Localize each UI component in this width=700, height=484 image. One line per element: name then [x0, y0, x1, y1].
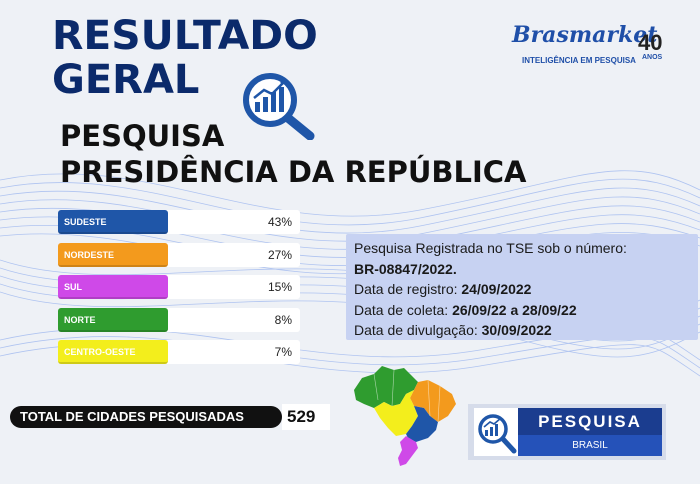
badge-title: PESQUISA: [518, 408, 662, 435]
map-norte: [354, 366, 418, 408]
region-percent: 15%: [267, 280, 292, 294]
region-row-sudeste: SUDESTE 43%: [58, 210, 300, 234]
registration-number: BR-08847/2022.: [354, 260, 457, 277]
region-bar: SUDESTE: [58, 210, 168, 234]
registro-label: Data de registro:: [354, 281, 462, 297]
badge-chart-magnifier-icon: [478, 414, 517, 454]
region-name: CENTRO-OESTE: [64, 347, 136, 357]
region-row-sul: SUL 15%: [58, 275, 300, 299]
brand-name: Brasmarket: [512, 22, 658, 48]
region-percent: 43%: [267, 215, 292, 229]
brazil-regions-map: [354, 366, 456, 466]
region-row-norte: NORTE 8%: [58, 307, 300, 332]
tse-registration-box: Pesquisa Registrada no TSE sob o número:…: [346, 234, 698, 340]
registro-date: 24/09/2022: [461, 281, 532, 297]
region-name: SUDESTE: [64, 217, 107, 227]
chart-magnifier-icon: [243, 73, 315, 140]
region-name: NORDESTE: [64, 249, 115, 260]
coleta-label: Data de coleta:: [354, 301, 453, 318]
region-percent: 8%: [274, 312, 292, 327]
brand-tagline: INTELIGÊNCIA EM PESQUISA: [522, 56, 636, 65]
region-breakdown: SUDESTE 43% NORDESTE 27% SUL 15% NORTE 8…: [58, 210, 300, 373]
region-percent: 7%: [274, 345, 292, 359]
region-bar: SUL: [58, 275, 168, 299]
region-bar: NORDESTE: [58, 242, 168, 267]
region-percent: 27%: [267, 247, 292, 262]
map-centro-oeste: [374, 390, 418, 436]
brand-years-label: ANOS: [642, 54, 663, 61]
brasmarket-logo: Brasmarket 40 INTELIGÊNCIA EM PESQUISA A…: [512, 22, 672, 72]
divulgacao-label: Data de divulgação:: [354, 322, 482, 338]
subtitle-line-2: PRESIDÊNCIA DA REPÚBLICA: [60, 155, 527, 189]
region-bar: NORTE: [58, 307, 168, 332]
total-cities-value: 529: [282, 404, 330, 430]
region-name: SUL: [64, 282, 82, 292]
badge-subtitle: BRASIL: [518, 435, 662, 456]
total-cities-label: TOTAL DE CIDADES PESQUISADAS: [10, 406, 282, 428]
pesquisa-brasil-badge: PESQUISA BRASIL: [468, 404, 666, 460]
main-title: RESULTADO GERAL: [52, 14, 318, 103]
region-name: NORTE: [64, 314, 96, 325]
map-sul: [398, 436, 418, 466]
region-row-nordeste: NORDESTE 27%: [58, 242, 300, 267]
region-bar: CENTRO-OESTE: [58, 340, 168, 364]
region-row-centro-oeste: CENTRO-OESTE 7%: [58, 340, 300, 364]
brand-years: 40: [638, 30, 663, 55]
badge-icon-frame: [474, 408, 518, 456]
coleta-dates: 26/09/22 a 28/09/22: [452, 301, 577, 318]
survey-subtitle: PESQUISA PRESIDÊNCIA DA REPÚBLICA: [60, 118, 527, 190]
divulgacao-date: 30/09/2022: [481, 322, 552, 338]
title-line-2: GERAL: [52, 57, 200, 103]
map-nordeste: [410, 380, 456, 422]
title-line-1: RESULTADO: [52, 13, 318, 59]
registration-intro: Pesquisa Registrada no TSE sob o número:: [354, 240, 627, 256]
subtitle-line-1: PESQUISA: [60, 119, 225, 153]
map-sudeste: [406, 406, 438, 442]
